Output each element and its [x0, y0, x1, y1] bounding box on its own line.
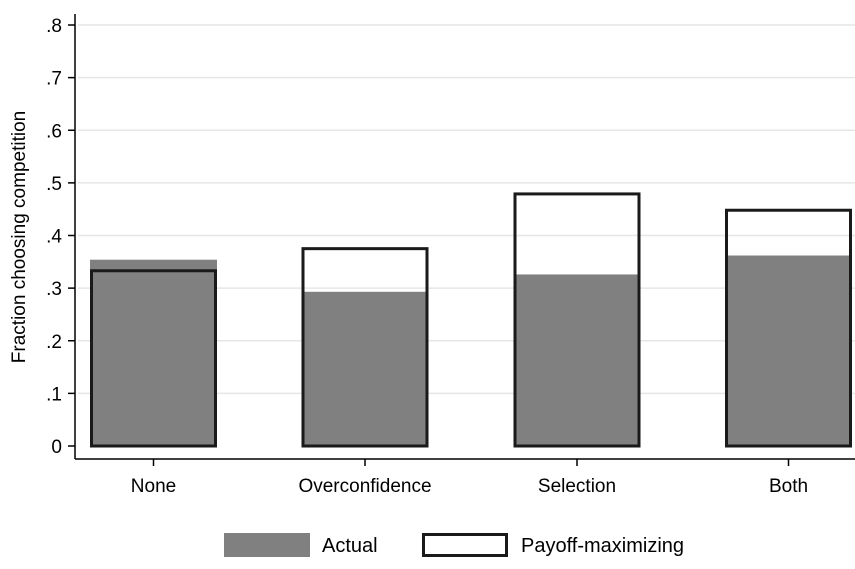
y-tick-label: .3: [46, 279, 62, 300]
bar-payoff-maximizing-none: [90, 269, 217, 448]
x-axis-tick-labels: None Overconfidence Selection Both: [131, 459, 808, 497]
legend-label-actual: Actual: [322, 535, 378, 557]
bar-actual-selection: [513, 274, 641, 446]
bar-payoff-maximizing-selection: [513, 192, 641, 448]
y-axis-title: Fraction choosing competition: [9, 111, 30, 363]
x-tick-label-none: None: [131, 476, 176, 497]
y-tick-label: .2: [46, 332, 62, 353]
bar-actual-none: [90, 259, 217, 446]
y-tick-label: .8: [46, 16, 62, 37]
bars: [90, 192, 852, 448]
bar-payoff-maximizing-both: [725, 208, 852, 448]
y-tick-label: .4: [46, 227, 62, 248]
y-tick-label: .1: [46, 384, 62, 405]
legend-swatch-payoff-maximizing: [422, 533, 508, 557]
y-tick-label: .7: [46, 69, 62, 90]
bar-actual-both: [725, 255, 852, 446]
y-tick-label: .6: [46, 121, 62, 142]
x-tick-label-both: Both: [769, 476, 808, 497]
legend: Actual Payoff-maximizing: [224, 533, 684, 557]
x-tick-label-selection: Selection: [538, 476, 616, 497]
bar-payoff-maximizing-overconfidence: [301, 247, 429, 448]
legend-swatch-actual: [224, 533, 310, 557]
y-axis: 0 .1 .2 .3 .4 .5 .6 .7 .8: [46, 14, 855, 460]
y-tick-label: 0: [51, 437, 62, 458]
x-tick-label-overconfidence: Overconfidence: [298, 476, 431, 497]
y-tick-label: .5: [46, 174, 62, 195]
legend-label-payoff-maximizing: Payoff-maximizing: [521, 535, 684, 557]
bar-actual-overconfidence: [301, 291, 429, 446]
